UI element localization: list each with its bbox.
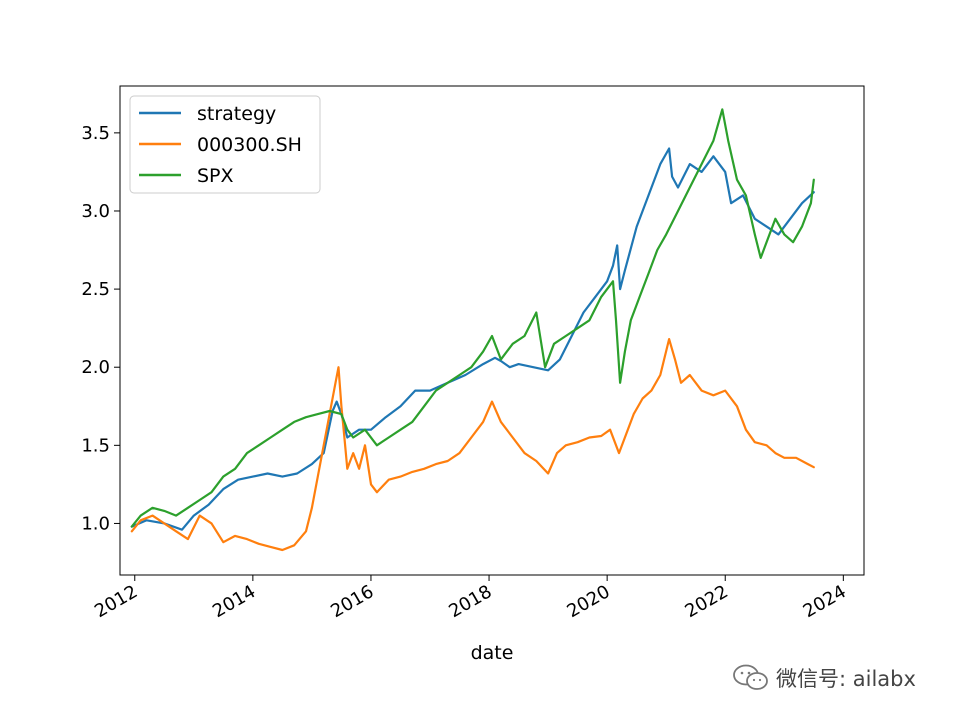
legend-label: 000300.SH [197, 134, 302, 156]
x-axis-label: date [471, 642, 514, 664]
x-tick-label: 2020 [563, 581, 613, 622]
series-line-spx [130, 108, 815, 528]
x-tick-label: 2018 [445, 581, 495, 622]
y-tick-label: 1.0 [81, 513, 110, 534]
y-tick-label: 3.0 [81, 201, 110, 222]
series-line-strategy [130, 147, 815, 531]
y-tick-label: 1.5 [81, 435, 110, 456]
watermark-text: 微信号: ailabx [776, 667, 916, 691]
x-tick-label: 2024 [800, 581, 850, 622]
y-tick-label: 2.0 [81, 357, 110, 378]
legend-label: strategy [197, 103, 276, 125]
y-tick-label: 2.5 [81, 279, 110, 300]
wechat-icon [733, 664, 768, 690]
x-tick-label: 2016 [327, 581, 377, 622]
plot-frame [119, 85, 865, 576]
watermark: 微信号: ailabx [732, 662, 916, 694]
x-tick-label: 2014 [209, 581, 259, 622]
legend-box [129, 95, 321, 194]
x-tick-label: 2012 [91, 581, 141, 622]
legend: strategy 000300.SH SPX [129, 95, 321, 194]
legend-label: SPX [197, 165, 234, 187]
y-tick-label: 3.5 [81, 123, 110, 144]
series-line-000300-sh [130, 338, 815, 552]
x-tick-label: 2022 [682, 581, 732, 622]
